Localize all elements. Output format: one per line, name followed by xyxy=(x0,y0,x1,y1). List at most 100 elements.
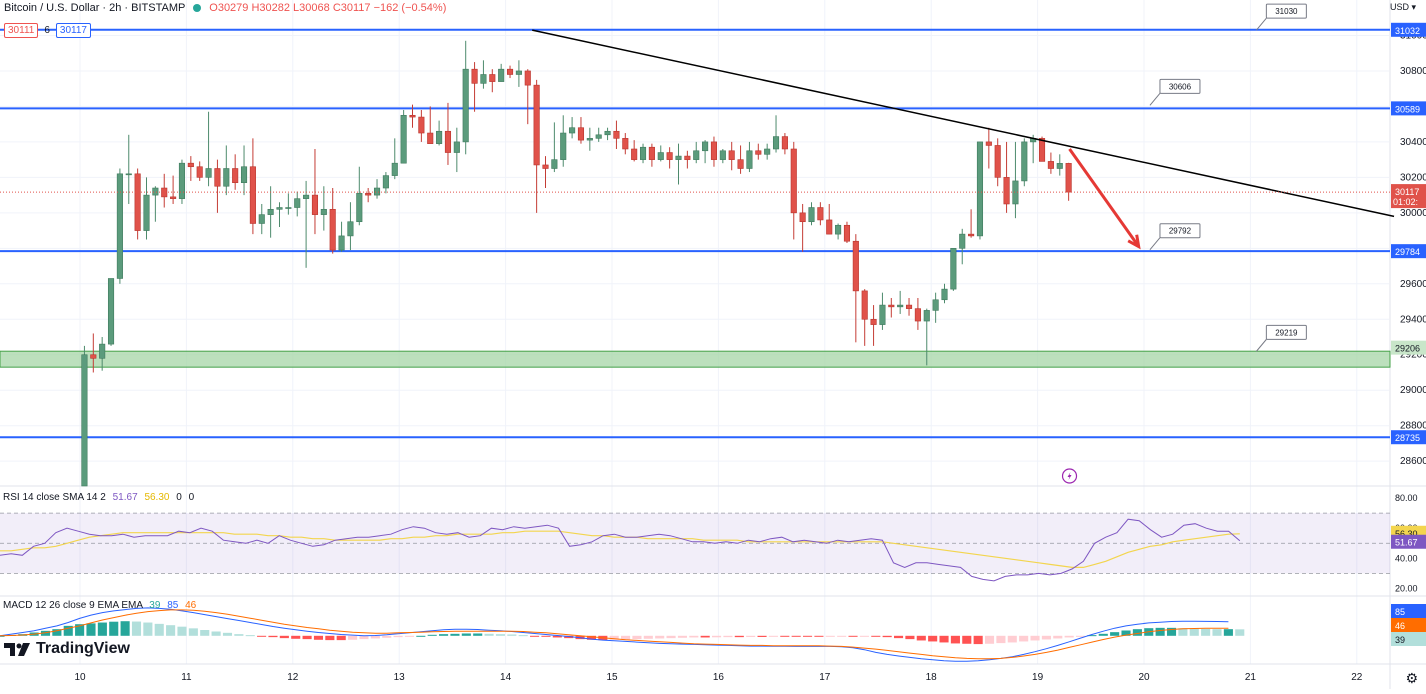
macd-histogram-bar xyxy=(666,635,676,639)
rsi-legend[interactable]: RSI 14 close SMA 14 2 51.67 56.30 0 0 xyxy=(3,492,194,503)
macd-legend[interactable]: MACD 12 26 close 9 EMA EMA 39 85 46 xyxy=(3,600,196,611)
rsi-sma-line xyxy=(0,530,1240,569)
candle xyxy=(905,304,913,309)
candle xyxy=(258,214,265,224)
tradingview-logo[interactable]: TradingView xyxy=(4,640,130,658)
market-status-icon xyxy=(193,4,202,13)
macd-histogram-bar xyxy=(404,635,415,637)
candle xyxy=(639,146,647,160)
macd-histogram-bar xyxy=(643,635,653,639)
rsi-value: 51.67 xyxy=(112,492,138,503)
price-axis-tick: 29600 xyxy=(1400,279,1426,290)
candle xyxy=(755,150,762,155)
macd-histogram-bar xyxy=(518,635,528,637)
bid-button[interactable]: 30111 xyxy=(4,23,39,38)
candle xyxy=(808,207,815,223)
time-axis-tick: 15 xyxy=(606,672,618,683)
macd-histogram-bar xyxy=(63,625,73,636)
candle xyxy=(436,130,443,144)
macd-histogram-bar xyxy=(803,635,813,637)
rsi-extra-value-1: 0 xyxy=(176,492,182,503)
macd-histogram-bar xyxy=(893,635,904,639)
candle xyxy=(551,159,558,169)
level-price-badge xyxy=(1391,22,1426,37)
candle xyxy=(826,219,833,235)
candle xyxy=(631,148,638,160)
candle xyxy=(675,155,682,160)
macd-histogram-bar xyxy=(245,635,255,637)
candle xyxy=(542,164,549,169)
macd-histogram-bar xyxy=(393,635,403,638)
macd-hist-value: 39 xyxy=(149,600,161,611)
spread-value: 6 xyxy=(44,25,50,36)
macd-histogram-bar xyxy=(746,635,756,637)
macd-histogram-bar xyxy=(1075,635,1086,637)
candle xyxy=(595,134,602,139)
settings-gear-icon[interactable]: ⚙ xyxy=(1405,670,1418,686)
rsi-axis-tick: 20.00 xyxy=(1395,583,1418,593)
macd-histogram-bar xyxy=(712,635,722,638)
macd-histogram-bar xyxy=(439,634,449,636)
macd-histogram-bar xyxy=(950,635,960,644)
macd-histogram-bar xyxy=(609,635,619,640)
time-axis-tick: 14 xyxy=(500,672,512,683)
macd-histogram-bar xyxy=(586,635,596,640)
price-axis-tick: 28800 xyxy=(1400,421,1426,432)
macd-histogram-bar xyxy=(996,635,1006,644)
tradingview-logo-text: TradingView xyxy=(36,640,130,657)
callout-pointer xyxy=(1149,237,1161,251)
candle xyxy=(143,194,150,231)
macd-histogram-bar xyxy=(0,635,5,637)
candle xyxy=(170,196,177,199)
macd-histogram-bar xyxy=(541,635,551,637)
macd-histogram-bar xyxy=(473,633,483,636)
candle xyxy=(418,116,425,134)
macd-histogram-bar xyxy=(837,635,847,637)
macd-line xyxy=(0,607,1229,662)
price-callout-box xyxy=(1265,324,1307,340)
ask-button[interactable]: 30117 xyxy=(55,23,91,38)
candle xyxy=(276,207,283,210)
candle xyxy=(604,130,611,136)
candle xyxy=(285,207,292,209)
ohlc-readout: O30279 H30282 L30068 C30117 −162 (−0.54%… xyxy=(209,2,447,14)
macd-histogram-bar xyxy=(40,630,51,636)
candle xyxy=(506,68,514,75)
candle xyxy=(373,187,381,196)
macd-histogram-bar xyxy=(655,635,665,639)
time-axis-tick: 22 xyxy=(1351,672,1363,683)
time-axis-tick: 11 xyxy=(181,672,192,683)
candle xyxy=(99,343,106,359)
time-axis-tick: 21 xyxy=(1245,672,1257,683)
rsi-sma-badge-label: 56.30 xyxy=(1395,529,1418,539)
macd-histogram-bar xyxy=(1189,628,1199,636)
candle xyxy=(959,233,966,249)
candle xyxy=(267,208,274,215)
currency-selector[interactable]: USD ▾ xyxy=(1389,2,1416,12)
candle xyxy=(356,193,363,223)
bar-countdown-label: 01:02: xyxy=(1393,197,1418,207)
rsi-extra-value-2: 0 xyxy=(188,492,195,503)
candle xyxy=(533,84,540,166)
symbol-title[interactable]: Bitcoin / U.S. Dollar · 2h · BITSTAMP xyxy=(4,2,186,14)
candle xyxy=(311,194,319,215)
last-price-badge xyxy=(1391,184,1426,209)
time-axis-tick: 16 xyxy=(713,672,725,683)
candle xyxy=(249,166,256,224)
rsi-value-badge xyxy=(1391,534,1426,549)
price-axis-tick: 29400 xyxy=(1400,314,1426,325)
macd-histogram-bar xyxy=(1212,629,1222,636)
macd-histogram-bar xyxy=(905,635,915,640)
candle xyxy=(932,299,939,311)
currency-label: USD xyxy=(1389,2,1409,12)
candle xyxy=(985,141,992,146)
support-zone xyxy=(0,350,1391,368)
macd-value-badge-label: 39 xyxy=(1395,635,1405,645)
macd-histogram-bar xyxy=(734,635,744,638)
macd-histogram-bar xyxy=(848,635,858,637)
candle xyxy=(737,159,744,169)
macd-histogram-bar xyxy=(177,626,187,636)
candle xyxy=(1012,180,1019,205)
